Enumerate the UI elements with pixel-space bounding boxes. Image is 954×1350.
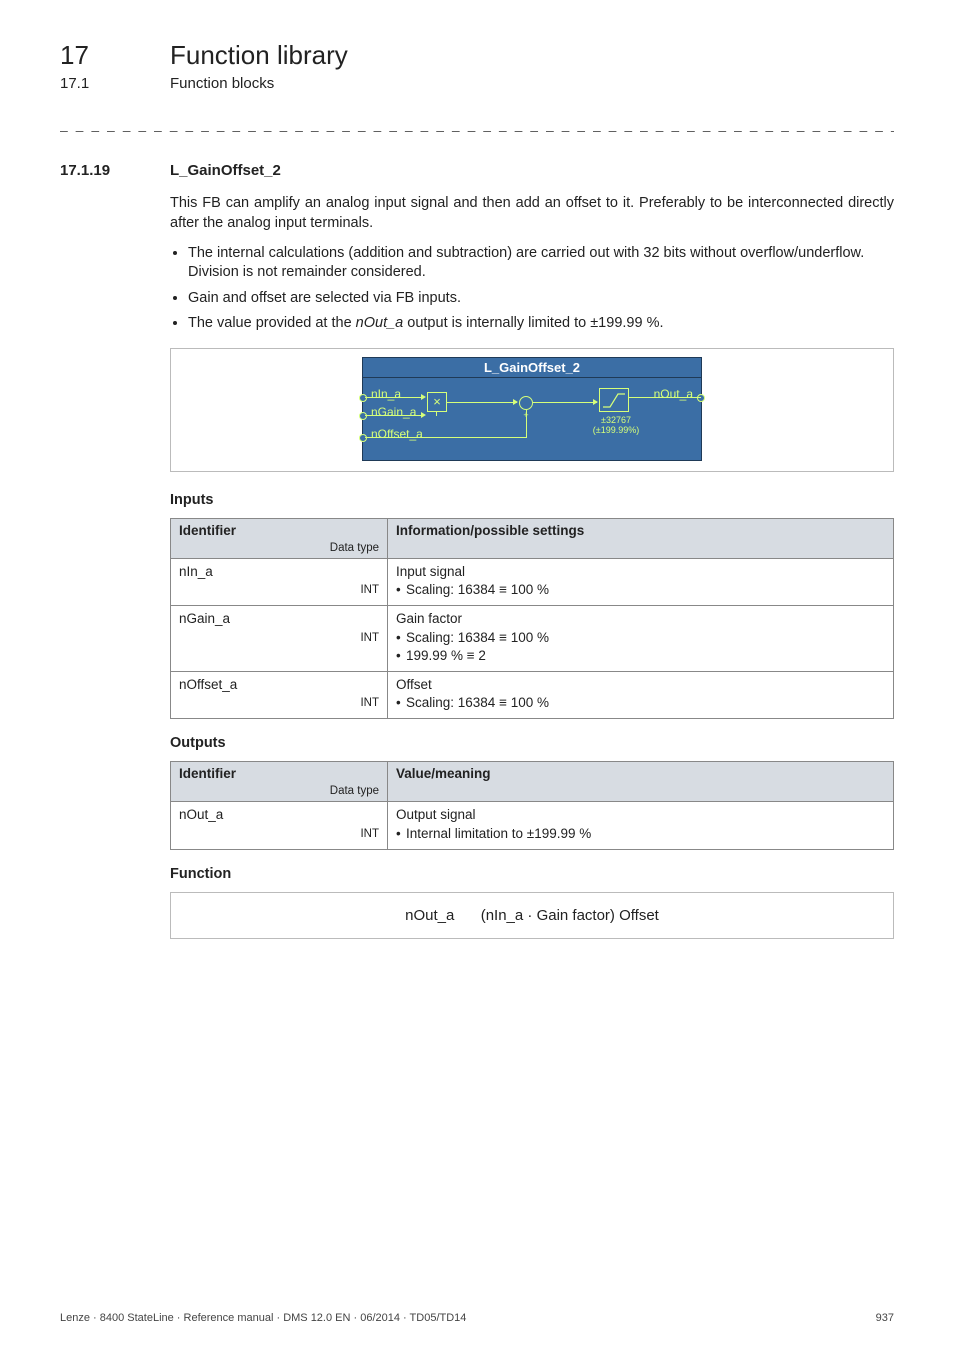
inputs-r1-info: Gain factor Scaling: 16384 ≡ 100 % 199.9… xyxy=(388,606,894,672)
outputs-r0-id: nOut_a xyxy=(179,807,223,822)
wire-sum-lim xyxy=(533,402,597,403)
wire-in3 xyxy=(365,437,445,438)
arrow-mul-sum xyxy=(513,399,518,405)
limiter-text2: (±199.99%) xyxy=(585,426,647,436)
inputs-r2-id-cell: nOffset_a INT xyxy=(171,671,388,718)
function-block-box: L_GainOffset_2 nIn_a nGain_a nOffset_a n… xyxy=(362,357,702,461)
label-in2: nGain_a xyxy=(371,406,416,419)
intro-bullets: The internal calculations (addition and … xyxy=(170,244,894,334)
wire-in1 xyxy=(365,397,421,398)
inputs-r2-b0: Scaling: 16384 ≡ 100 % xyxy=(396,694,885,712)
function-formula: nOut_a (nIn_a · Gain factor) Offset xyxy=(170,892,894,939)
inputs-col-info-blank xyxy=(388,542,894,559)
label-in3: nOffset_a xyxy=(371,428,423,441)
outputs-col-info: Value/meaning xyxy=(388,762,894,786)
intro-text: This FB can amplify an analog input sign… xyxy=(170,193,894,334)
function-block-title: L_GainOffset_2 xyxy=(363,358,701,378)
formula-lhs: nOut_a xyxy=(405,907,454,924)
wire-offset-v xyxy=(526,410,527,438)
outputs-r0-line0: Output signal xyxy=(396,807,476,822)
outputs-r0-dt: INT xyxy=(179,827,379,843)
inputs-col-identifier: Identifier xyxy=(171,518,388,542)
port-out xyxy=(697,394,705,402)
intro-b3-post: output is internally limited to ±199.99 … xyxy=(403,315,663,331)
subsection-heading: 17.1.19L_GainOffset_2 xyxy=(60,162,894,179)
formula-rhs: (nIn_a · Gain factor) Offset xyxy=(481,907,659,924)
label-in1: nIn_a xyxy=(371,388,401,401)
wire-mul-sum xyxy=(447,402,517,403)
intro-bullet-1: The internal calculations (addition and … xyxy=(188,244,894,283)
intro-bullet-2: Gain and offset are selected via FB inpu… xyxy=(188,289,894,309)
section-heading-line: 17.1Function blocks xyxy=(60,75,894,92)
function-heading: Function xyxy=(170,866,894,882)
arrow-in2 xyxy=(421,412,426,418)
table-row: nIn_a INT Input signal Scaling: 16384 ≡ … xyxy=(171,558,894,605)
port-in2 xyxy=(359,412,367,420)
section-number: 17.1 xyxy=(60,75,170,92)
multiply-box: × xyxy=(427,392,447,412)
table-row: nOut_a INT Output signal Internal limita… xyxy=(171,802,894,849)
inputs-r1-b0: Scaling: 16384 ≡ 100 % xyxy=(396,629,885,647)
inputs-r1-id: nGain_a xyxy=(179,611,230,626)
wire-offset-h xyxy=(445,437,526,438)
wire-in2 xyxy=(365,415,421,416)
arrow-sum-lim xyxy=(593,399,598,405)
outputs-col-identifier: Identifier xyxy=(171,762,388,786)
inputs-r1-dt: INT xyxy=(179,631,379,647)
inputs-r2-line0: Offset xyxy=(396,677,432,692)
outputs-col-datatype: Data type xyxy=(171,785,388,802)
diagram-container: L_GainOffset_2 nIn_a nGain_a nOffset_a n… xyxy=(170,348,894,472)
page: 17Function library 17.1Function blocks –… xyxy=(0,0,954,1350)
wire-gain-up xyxy=(436,412,437,416)
footer-page-number: 937 xyxy=(876,1312,894,1324)
chapter-title: Function library xyxy=(170,40,348,70)
sum-node xyxy=(519,396,533,410)
limiter-icon xyxy=(600,389,628,411)
outputs-r0-id-cell: nOut_a INT xyxy=(171,802,388,849)
port-in1 xyxy=(359,394,367,402)
inputs-r1-id-cell: nGain_a INT xyxy=(171,606,388,672)
intro-bullet-3: The value provided at the nOut_a output … xyxy=(188,314,894,334)
diagram-wrap: L_GainOffset_2 nIn_a nGain_a nOffset_a n… xyxy=(181,357,883,461)
outputs-r0-b0: Internal limitation to ±199.99 % xyxy=(396,825,885,843)
port-in3 xyxy=(359,434,367,442)
inputs-r2-id: nOffset_a xyxy=(179,677,237,692)
inputs-col-info: Information/possible settings xyxy=(388,518,894,542)
intro-b3-pre: The value provided at the xyxy=(188,315,356,331)
arrow-in1 xyxy=(421,394,426,400)
inputs-r0-line0: Input signal xyxy=(396,564,465,579)
footer-left: Lenze · 8400 StateLine · Reference manua… xyxy=(60,1312,466,1324)
inputs-r0-info: Input signal Scaling: 16384 ≡ 100 % xyxy=(388,558,894,605)
inputs-r2-info: Offset Scaling: 16384 ≡ 100 % xyxy=(388,671,894,718)
inputs-heading: Inputs xyxy=(170,492,894,508)
inputs-table: Identifier Information/possible settings… xyxy=(170,518,894,720)
subsection-number: 17.1.19 xyxy=(60,162,170,179)
inputs-r1-line0: Gain factor xyxy=(396,611,462,626)
inputs-r2-dt: INT xyxy=(179,696,379,712)
inputs-r1-b1: 199.99 % ≡ 2 xyxy=(396,647,885,665)
inputs-r0-dt: INT xyxy=(179,583,379,599)
intro-b3-italic: nOut_a xyxy=(356,315,404,331)
chapter-heading: 17Function library xyxy=(60,40,894,71)
inputs-r0-b0: Scaling: 16384 ≡ 100 % xyxy=(396,581,885,599)
page-footer: Lenze · 8400 StateLine · Reference manua… xyxy=(60,1312,894,1324)
table-row: nGain_a INT Gain factor Scaling: 16384 ≡… xyxy=(171,606,894,672)
outputs-heading: Outputs xyxy=(170,735,894,751)
intro-paragraph: This FB can amplify an analog input sign… xyxy=(170,193,894,234)
inputs-col-datatype: Data type xyxy=(171,542,388,559)
wire-out xyxy=(629,397,701,398)
section-title: Function blocks xyxy=(170,75,274,92)
inputs-r0-id-cell: nIn_a INT xyxy=(171,558,388,605)
function-block-body: nIn_a nGain_a nOffset_a nOut_a × xyxy=(363,378,701,460)
table-row: nOffset_a INT Offset Scaling: 16384 ≡ 10… xyxy=(171,671,894,718)
inputs-r0-id: nIn_a xyxy=(179,564,213,579)
chapter-number: 17 xyxy=(60,40,170,71)
separator-dashes: – – – – – – – – – – – – – – – – – – – – … xyxy=(60,122,894,138)
limiter-box xyxy=(599,388,629,412)
label-out: nOut_a xyxy=(654,388,693,401)
outputs-table: Identifier Value/meaning Data type nOut_… xyxy=(170,761,894,849)
outputs-r0-info: Output signal Internal limitation to ±19… xyxy=(388,802,894,849)
outputs-col-info-blank xyxy=(388,785,894,802)
subsection-title: L_GainOffset_2 xyxy=(170,162,281,179)
